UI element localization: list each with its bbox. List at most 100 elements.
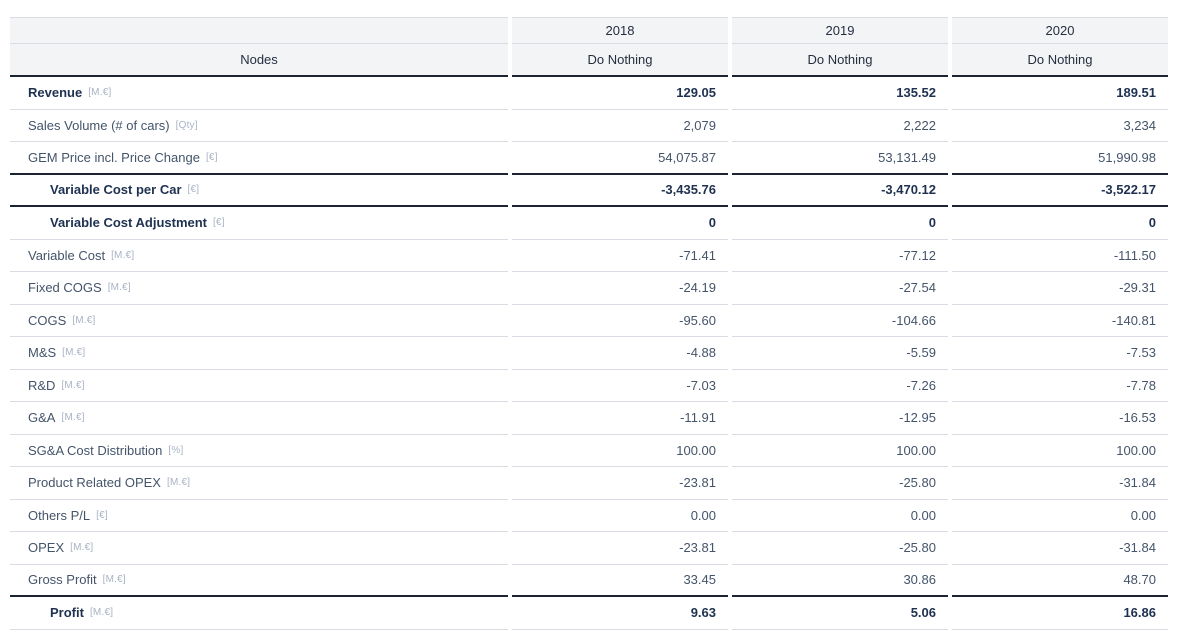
value-cell[interactable]: 0.00 <box>952 500 1168 532</box>
value-cell[interactable]: 129.05 <box>512 77 728 110</box>
node-label-cell: GEM Price incl. Price Change [€] <box>10 142 508 175</box>
node-label: Gross Profit <box>28 572 97 588</box>
node-label-cell: Variable Cost [M.€] <box>10 240 508 272</box>
value-cell[interactable]: 100.00 <box>512 435 728 467</box>
table-row: Variable Cost Adjustment [€] 0 0 0 <box>10 207 1168 240</box>
table-row: Profit [M.€] 9.63 5.06 16.86 <box>10 597 1168 630</box>
node-unit: [M.€] <box>102 574 126 586</box>
value-cell[interactable]: 0 <box>512 207 728 240</box>
value-cell[interactable]: -12.95 <box>732 402 948 435</box>
node-label: R&D <box>28 377 56 393</box>
value-cell[interactable]: 5.06 <box>732 597 948 630</box>
value-cell[interactable]: 0 <box>952 207 1168 240</box>
node-label: Variable Cost Adjustment <box>50 215 207 231</box>
value-cell[interactable]: -27.54 <box>732 272 948 305</box>
value-cell[interactable]: 2,079 <box>512 110 728 142</box>
node-label-cell: M&S [M.€] <box>10 337 508 370</box>
value-cell[interactable]: -71.41 <box>512 240 728 272</box>
header-year-1: 2018 <box>512 17 728 44</box>
node-label-cell: Variable Cost Adjustment [€] <box>10 207 508 240</box>
value-cell[interactable]: 2,222 <box>732 110 948 142</box>
table-header-scenarios-row: Nodes Do Nothing Do Nothing Do Nothing <box>10 44 1168 77</box>
value-cell[interactable]: -24.19 <box>512 272 728 305</box>
value-cell[interactable]: 100.00 <box>732 435 948 467</box>
value-cell[interactable]: -7.78 <box>952 370 1168 402</box>
value-cell[interactable]: -3,522.17 <box>952 175 1168 207</box>
table-row: Variable Cost per Car [€] -3,435.76 -3,470.… <box>10 175 1168 207</box>
table-row: Fixed COGS [M.€] -24.19 -27.54 -29.31 <box>10 272 1168 305</box>
node-label-cell: Variable Cost per Car [€] <box>10 175 508 207</box>
value-cell[interactable]: 0.00 <box>732 500 948 532</box>
value-cell[interactable]: -7.53 <box>952 337 1168 370</box>
node-label: Profit <box>50 605 84 621</box>
value-cell[interactable]: 0 <box>732 207 948 240</box>
value-cell[interactable]: -11.91 <box>512 402 728 435</box>
value-cell[interactable]: -3,435.76 <box>512 175 728 207</box>
value-cell[interactable]: -29.31 <box>952 272 1168 305</box>
value-cell[interactable]: 51,990.98 <box>952 142 1168 175</box>
node-unit: [M.€] <box>70 542 94 554</box>
node-label-cell: Fixed COGS [M.€] <box>10 272 508 305</box>
table-row: Others P/L [€] 0.00 0.00 0.00 <box>10 500 1168 532</box>
value-cell[interactable]: -3,470.12 <box>732 175 948 207</box>
value-cell[interactable]: 9.63 <box>512 597 728 630</box>
value-cell[interactable]: 189.51 <box>952 77 1168 110</box>
header-scenario-1[interactable]: Do Nothing <box>512 44 728 77</box>
value-cell[interactable]: -111.50 <box>952 240 1168 272</box>
node-label-cell: Gross Profit [M.€] <box>10 565 508 597</box>
table-row: R&D [M.€] -7.03 -7.26 -7.78 <box>10 370 1168 402</box>
node-label: SG&A Cost Distribution <box>28 442 163 458</box>
value-cell[interactable]: -140.81 <box>952 305 1168 337</box>
header-nodes: Nodes <box>10 44 508 77</box>
node-label-cell: Others P/L [€] <box>10 500 508 532</box>
value-cell[interactable]: -7.03 <box>512 370 728 402</box>
node-label: Others P/L <box>28 507 91 523</box>
value-cell[interactable]: -77.12 <box>732 240 948 272</box>
value-cell[interactable]: 100.00 <box>952 435 1168 467</box>
value-cell[interactable]: 33.45 <box>512 565 728 597</box>
header-empty-cell <box>10 17 508 44</box>
node-label: Product Related OPEX <box>28 475 161 491</box>
value-cell[interactable]: 3,234 <box>952 110 1168 142</box>
value-cell[interactable]: -5.59 <box>732 337 948 370</box>
node-label-cell: SG&A Cost Distribution [%] <box>10 435 508 467</box>
value-cell[interactable]: 16.86 <box>952 597 1168 630</box>
value-cell[interactable]: 54,075.87 <box>512 142 728 175</box>
value-cell[interactable]: -16.53 <box>952 402 1168 435</box>
value-cell[interactable]: -23.81 <box>512 532 728 565</box>
node-label-cell: Revenue [M.€] <box>10 77 508 110</box>
value-cell[interactable]: 30.86 <box>732 565 948 597</box>
node-label: Variable Cost per Car <box>50 182 182 198</box>
table-row: Sales Volume (# of cars) [Qty] 2,079 2,222 3… <box>10 110 1168 142</box>
value-cell[interactable]: -31.84 <box>952 467 1168 500</box>
value-cell[interactable]: -95.60 <box>512 305 728 337</box>
value-cell[interactable]: 48.70 <box>952 565 1168 597</box>
node-label: COGS <box>28 312 67 328</box>
header-scenario-3[interactable]: Do Nothing <box>952 44 1168 77</box>
node-label: Revenue <box>28 85 83 101</box>
node-unit: [M.€] <box>89 607 114 619</box>
value-cell[interactable]: -23.81 <box>512 467 728 500</box>
value-cell[interactable]: -7.26 <box>732 370 948 402</box>
node-label-cell: OPEX [M.€] <box>10 532 508 565</box>
table-row: Gross Profit [M.€] 33.45 30.86 48.70 <box>10 565 1168 597</box>
value-cell[interactable]: -25.80 <box>732 467 948 500</box>
value-cell[interactable]: -4.88 <box>512 337 728 370</box>
value-cell[interactable]: -31.84 <box>952 532 1168 565</box>
node-label: Variable Cost <box>28 247 106 263</box>
node-label-cell: Profit [M.€] <box>10 597 508 630</box>
header-year-3: 2020 <box>952 17 1168 44</box>
value-cell[interactable]: 0.00 <box>512 500 728 532</box>
value-cell[interactable]: 53,131.49 <box>732 142 948 175</box>
value-cell[interactable]: 135.52 <box>732 77 948 110</box>
node-label: G&A <box>28 410 56 426</box>
node-label: M&S <box>28 345 57 361</box>
node-unit: [Qty] <box>175 119 198 131</box>
header-scenario-2[interactable]: Do Nothing <box>732 44 948 77</box>
table-row: G&A [M.€] -11.91 -12.95 -16.53 <box>10 402 1168 435</box>
value-cell[interactable]: -25.80 <box>732 532 948 565</box>
table-row: Revenue [M.€] 129.05 135.52 189.51 <box>10 77 1168 110</box>
node-unit: [M.€] <box>166 477 191 489</box>
value-cell[interactable]: -104.66 <box>732 305 948 337</box>
node-unit: [M.€] <box>61 379 85 391</box>
